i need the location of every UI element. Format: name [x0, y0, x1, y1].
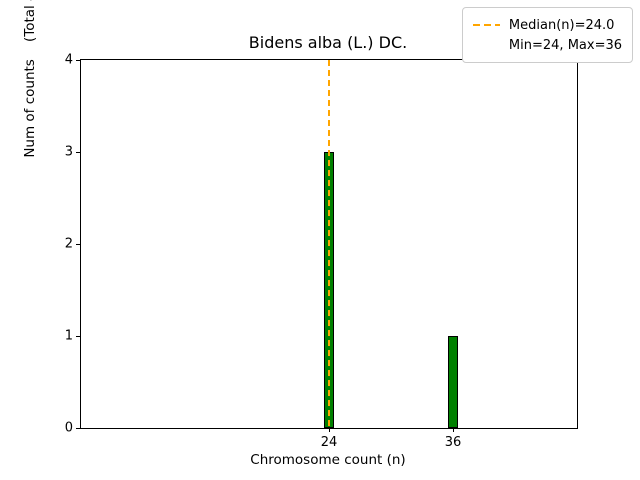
y-tick-label: 1 [64, 328, 73, 344]
x-tick-mark [329, 428, 330, 432]
y-tick-mark [76, 427, 80, 429]
x-tick-label: 24 [320, 435, 338, 450]
y-tick-mark [76, 335, 80, 337]
y-tick-mark [76, 59, 80, 61]
bar [447, 336, 459, 428]
median-line [328, 60, 330, 428]
legend-entry-minmax: Min=24, Max=36 [473, 35, 622, 55]
median-line-sample-icon [472, 24, 500, 26]
empty-sample-icon [473, 44, 500, 46]
y-tick-mark [76, 243, 80, 245]
chart-title: Bidens alba (L.) DC. [248, 33, 408, 52]
legend-label-minmax: Min=24, Max=36 [508, 37, 622, 53]
y-tick-label: 3 [64, 144, 73, 160]
x-axis-label: Chromosome count (n) [250, 452, 406, 468]
legend: Median(n)=24.0 Min=24, Max=36 [461, 7, 633, 63]
x-tick-mark [453, 428, 454, 432]
y-tick-label: 2 [64, 236, 73, 252]
plot-area: 24 36 0 1 2 3 4 [65, 53, 578, 450]
x-tick-label: 36 [444, 435, 462, 450]
y-tick-label: 4 [64, 52, 73, 68]
y-axis-label: Num of counts (Total 4) [22, 0, 38, 158]
y-tick-label: 0 [64, 420, 73, 436]
y-tick-mark [76, 151, 80, 153]
legend-entry-median: Median(n)=24.0 [472, 15, 622, 35]
legend-label-median: Median(n)=24.0 [508, 17, 615, 33]
